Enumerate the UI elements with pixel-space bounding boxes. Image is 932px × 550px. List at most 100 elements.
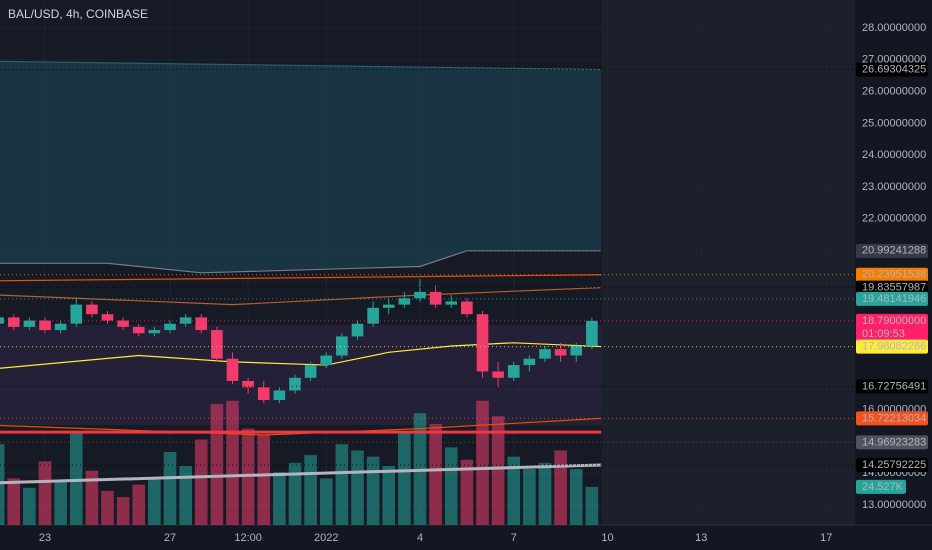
volume-bar xyxy=(38,461,52,525)
candle-body xyxy=(507,365,520,378)
candle-body xyxy=(273,390,286,401)
candle-body xyxy=(429,291,442,305)
candle-body xyxy=(445,301,458,305)
candle-body xyxy=(414,291,426,299)
x-tick-label: 17 xyxy=(820,532,832,544)
volume-bar xyxy=(351,450,364,525)
price-label-bg xyxy=(856,267,928,282)
volume-bar xyxy=(538,462,552,525)
price-label-bg xyxy=(856,280,928,295)
countdown: 01:09:53 xyxy=(862,328,905,340)
volume-bar xyxy=(288,462,302,525)
price-label-bg xyxy=(856,243,928,258)
price-label-bg xyxy=(856,291,928,306)
price-label-bg xyxy=(856,62,928,77)
volume-bar xyxy=(523,469,536,525)
indicator-line xyxy=(0,250,602,274)
price-label: 14.25792225 xyxy=(862,459,926,471)
volume-bar xyxy=(210,403,224,525)
candle-body xyxy=(179,317,192,324)
candle-body xyxy=(101,314,114,321)
candle-body xyxy=(351,323,364,337)
candle-body xyxy=(70,304,83,324)
price-label: 26.69304325 xyxy=(862,63,926,75)
y-tick-label: 25.00000000 xyxy=(862,117,926,129)
candle-body xyxy=(211,330,223,359)
volume-bar xyxy=(101,490,114,525)
symbol-title: BAL/USD, 4h, COINBASE xyxy=(8,7,148,21)
candle-body xyxy=(539,349,551,359)
indicator-line xyxy=(0,342,602,369)
y-tick-label: 28.00000000 xyxy=(862,22,926,34)
volume-label: 24.527K xyxy=(862,481,904,493)
price-label-bg xyxy=(856,411,928,426)
volume-bar xyxy=(429,424,442,525)
candle-body xyxy=(461,301,473,315)
candle-body xyxy=(226,358,239,381)
candle-body xyxy=(304,365,317,378)
volume-bar xyxy=(132,484,146,525)
price-label: 20.23951538 xyxy=(862,269,926,281)
volume-bar xyxy=(69,431,83,525)
y-tick-label: 26.00000000 xyxy=(862,85,926,97)
future-area xyxy=(602,0,855,525)
volume-bar xyxy=(569,469,583,525)
price-label: 20.99241288 xyxy=(862,245,926,257)
candle-body xyxy=(586,320,598,346)
x-tick-label: 7 xyxy=(511,532,517,544)
teal-zone xyxy=(0,61,602,273)
price-label-bg xyxy=(856,339,928,354)
candle-body xyxy=(7,317,20,327)
volume-bar xyxy=(179,465,192,525)
price-label-bg xyxy=(856,313,928,342)
indicator-line xyxy=(0,463,602,485)
volume-bar xyxy=(85,470,99,525)
price-label: 17.98082286 xyxy=(862,340,926,352)
candle-body xyxy=(148,330,161,334)
candle-body xyxy=(382,304,395,308)
price-label-bg xyxy=(856,457,928,472)
x-tick-label: 12:00 xyxy=(234,532,262,544)
candle-body xyxy=(398,298,411,305)
price-label: 15.72213034 xyxy=(862,412,926,424)
price-label: 19.48141946 xyxy=(862,293,926,305)
indicator-line xyxy=(0,274,602,282)
volume-bar xyxy=(382,465,396,525)
y-tick-label: 23.00000000 xyxy=(862,181,926,193)
x-tick-label: 27 xyxy=(164,532,176,544)
price-label-bg xyxy=(856,435,928,450)
candle-body xyxy=(132,326,145,334)
x-tick-label: 23 xyxy=(39,532,51,544)
x-tick-label: 10 xyxy=(601,532,613,544)
candle-body xyxy=(54,323,67,331)
volume-bar xyxy=(398,431,411,525)
volume-bar xyxy=(585,486,599,525)
volume-bar xyxy=(444,447,458,525)
volume-bar xyxy=(366,456,380,525)
indicator-line xyxy=(0,60,602,71)
price-label: 14.96923283 xyxy=(862,436,926,448)
volume-bar xyxy=(273,472,286,525)
candle-body xyxy=(320,355,333,366)
volume-bar xyxy=(7,478,21,525)
candle-body xyxy=(0,317,4,324)
volume-bar xyxy=(554,450,567,525)
candle-body xyxy=(242,380,254,388)
candle-body xyxy=(39,320,51,331)
volume-bar xyxy=(148,478,161,525)
volume-bar xyxy=(194,439,208,525)
y-tick-label: 13.00000000 xyxy=(862,499,926,511)
volume-bar xyxy=(304,455,317,525)
price-label: 19.83557987 xyxy=(862,282,926,294)
candle-body xyxy=(476,314,489,372)
volume-bar xyxy=(163,451,177,525)
candle-body xyxy=(523,358,536,366)
volume-bar xyxy=(116,497,130,525)
candle-body xyxy=(117,320,129,327)
candle-body xyxy=(23,320,36,327)
volume-bar xyxy=(257,434,271,525)
candle-body xyxy=(289,377,301,391)
price-label: 16.72756491 xyxy=(862,380,926,392)
y-tick-label: 24.00000000 xyxy=(862,149,926,161)
